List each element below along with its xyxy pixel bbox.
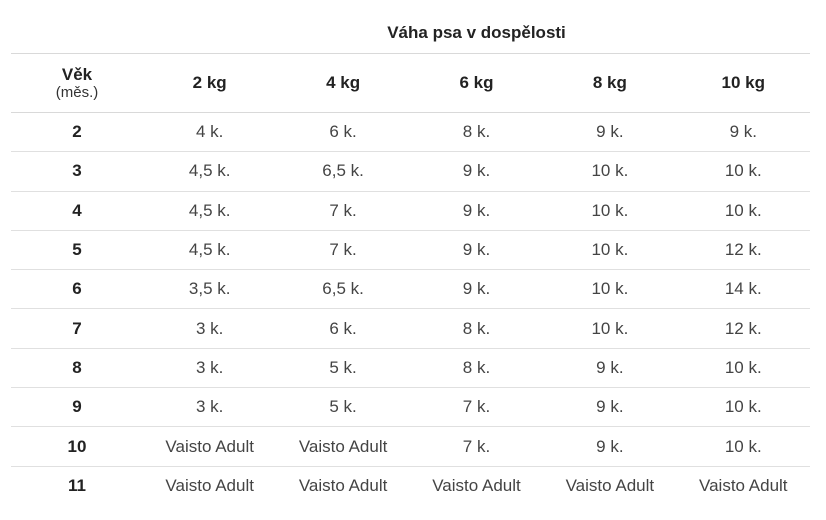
table-row: 11 Vaisto Adult Vaisto Adult Vaisto Adult Va… [11, 466, 810, 505]
age-cell: 3 [72, 161, 82, 181]
portion-cell: 10 k. [724, 200, 762, 220]
portion-cell: Vaisto Adult [432, 476, 521, 496]
age-cell: 11 [68, 476, 86, 496]
portion-cell: 10 k. [591, 240, 629, 260]
table-header-row: Věk (měs.) 2 kg 4 kg 6 kg 8 kg 10 kg [11, 53, 810, 113]
table-row: 2 4 k. 6 k. 8 k. 9 k. 9 k. [11, 113, 810, 152]
portion-cell: 9 k. [596, 357, 624, 377]
age-cell: 5 [72, 240, 82, 260]
portion-cell: Vaisto Adult [699, 476, 788, 496]
portion-cell: 8 k. [462, 122, 491, 142]
portion-cell: Vaisto Adult [165, 436, 254, 456]
age-header-label: Věk [61, 64, 93, 84]
portion-cell: 5 k. [329, 357, 357, 377]
portion-cell: 10 k. [724, 436, 762, 456]
portion-cell: Vaisto Adult [298, 476, 388, 496]
portion-cell: 12 k. [724, 318, 762, 338]
portion-cell: 10 k. [724, 357, 762, 377]
portion-cell: 3,5 k. [188, 279, 231, 299]
portion-cell: 9 k. [596, 122, 624, 142]
portion-cell: 6,5 k. [322, 161, 364, 181]
table-row: 6 3,5 k. 6,5 k. 9 k. 10 k. 14 k. [11, 270, 810, 309]
portion-cell: 9 k. [462, 200, 491, 220]
portion-cell: 12 k. [724, 240, 762, 260]
portion-cell: 3 k. [195, 318, 224, 338]
portion-cell: 10 k. [724, 397, 762, 417]
portion-cell: 5 k. [329, 397, 357, 417]
portion-cell: 7 k. [329, 240, 357, 260]
age-cell: 6 [72, 279, 82, 299]
portion-cell: 9 k. [462, 240, 491, 260]
portion-cell: 6 k. [329, 122, 357, 142]
age-cell: 2 [72, 122, 82, 142]
weight-header-8kg: 8 kg [592, 73, 627, 92]
table-row: 9 3 k. 5 k. 7 k. 9 k. 10 k. [11, 388, 810, 427]
table-row: 8 3 k. 5 k. 8 k. 9 k. 10 k. [11, 348, 810, 388]
portion-cell: 3 k. [195, 397, 224, 417]
portion-cell: 4,5 k. [188, 200, 231, 220]
table-row: 3 4,5 k. 6,5 k. 9 k. 10 k. 10 k. [11, 152, 810, 192]
portion-cell: 10 k. [591, 279, 629, 299]
portion-cell: 6 k. [329, 318, 357, 338]
feeding-table: Věk (měs.) 2 kg 4 kg 6 kg 8 kg 10 kg 2 4 … [11, 53, 810, 505]
portion-cell: 3 k. [195, 357, 224, 377]
portion-cell: 9 k. [729, 122, 757, 142]
portion-cell: 9 k. [596, 436, 624, 456]
portion-cell: 9 k. [596, 397, 624, 417]
portion-cell: 7 k. [329, 200, 357, 220]
portion-cell: 7 k. [462, 436, 491, 456]
portion-cell: 10 k. [591, 161, 629, 181]
age-cell: 8 [72, 357, 82, 377]
portion-cell: 6,5 k. [322, 279, 364, 299]
portion-cell: 8 k. [462, 357, 491, 377]
table-row: 5 4,5 k. 7 k. 9 k. 10 k. 12 k. [11, 230, 810, 270]
age-header-unit: (měs.) [55, 83, 99, 101]
table-row: 10 Vaisto Adult Vaisto Adult 7 k. 9 k. 10 k. [11, 427, 810, 467]
weight-header-2kg: 2 kg [192, 73, 227, 92]
portion-cell: Vaisto Adult [298, 436, 388, 456]
portion-cell: Vaisto Adult [565, 476, 655, 496]
age-cell: 4 [72, 200, 82, 220]
portion-cell: 9 k. [462, 161, 491, 181]
adult-weight-group-header: Váha psa v dospělosti [387, 23, 566, 42]
portion-cell: 10 k. [591, 200, 629, 220]
weight-header-4kg: 4 kg [326, 73, 361, 92]
portion-cell: 10 k. [724, 161, 762, 181]
portion-cell: Vaisto Adult [165, 476, 254, 496]
table-row: 4 4,5 k. 7 k. 9 k. 10 k. 10 k. [11, 191, 810, 231]
portion-cell: 8 k. [462, 318, 491, 338]
age-cell: 9 [72, 397, 82, 417]
portion-cell: 4,5 k. [188, 240, 231, 260]
table-row: 7 3 k. 6 k. 8 k. 10 k. 12 k. [11, 309, 810, 349]
portion-cell: 4,5 k. [188, 161, 231, 181]
age-cell: 10 [67, 436, 87, 456]
portion-cell: 4 k. [195, 122, 224, 142]
age-column-header: Věk (měs.) [11, 54, 143, 113]
weight-header-6kg: 6 kg [459, 73, 494, 92]
age-cell: 7 [72, 318, 82, 338]
portion-cell: 10 k. [591, 318, 629, 338]
portion-cell: 7 k. [462, 397, 491, 417]
portion-cell: 14 k. [724, 279, 762, 299]
weight-header-10kg: 10 kg [721, 73, 766, 92]
portion-cell: 9 k. [462, 279, 491, 299]
